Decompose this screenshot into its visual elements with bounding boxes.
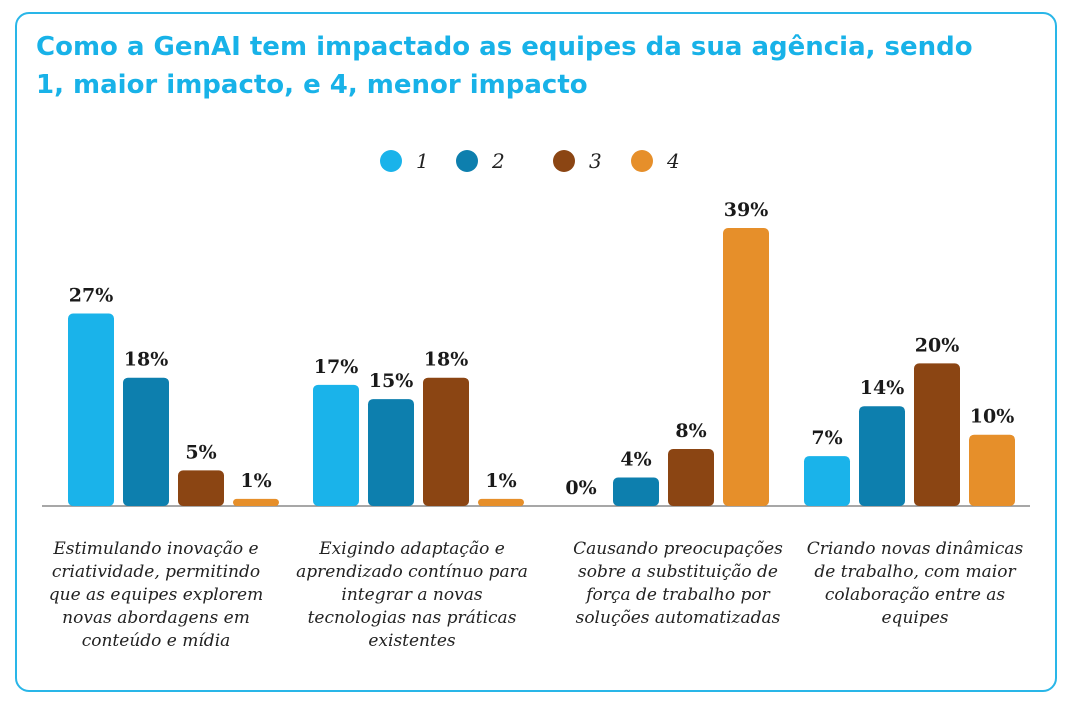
bar-series2-cat1 (123, 377, 169, 506)
bar-series2-cat4 (859, 406, 905, 506)
data-label-series4-cat4: 10% (970, 406, 1015, 428)
category-label-2: Exigindo adaptação e aprendizado contínu… (296, 539, 528, 651)
bar-series4-cat3 (723, 228, 769, 506)
bar-series3-cat2 (423, 377, 469, 506)
legend-label-1: 1 (416, 149, 429, 173)
legend-item-4: 4 (631, 146, 680, 176)
bar-series3-cat1 (178, 470, 224, 506)
bar-series4-cat1 (233, 498, 279, 506)
bar-series4-cat4 (969, 434, 1015, 506)
legend-item-2: 2 (456, 146, 505, 176)
legend-label-2: 2 (492, 149, 505, 173)
data-label-series2-cat2: 15% (369, 370, 414, 392)
bar-series4-cat2 (478, 498, 524, 506)
data-label-series1-cat1: 27% (69, 285, 114, 307)
bar-series1-cat4 (804, 456, 850, 506)
bar-series1-cat1 (68, 313, 114, 506)
data-label-series3-cat1: 5% (185, 441, 216, 463)
chart-card (15, 12, 1057, 692)
category-label-3: Causando preocupações sobre a substituiç… (573, 539, 783, 628)
data-label-series3-cat4: 20% (915, 334, 960, 356)
bar-series2-cat3 (613, 477, 659, 506)
data-label-series4-cat2: 1% (485, 470, 516, 492)
data-label-series4-cat3: 39% (724, 199, 769, 221)
data-label-series1-cat2: 17% (314, 356, 359, 378)
legend-swatch-3 (553, 150, 575, 172)
data-label-series2-cat3: 4% (620, 448, 651, 470)
data-label-series1-cat4: 7% (811, 427, 842, 449)
legend-label-3: 3 (589, 149, 602, 173)
legend-label-4: 4 (667, 149, 680, 173)
bar-series1-cat2 (313, 384, 359, 506)
legend: 1 2 3 4 (0, 146, 1080, 176)
legend-swatch-2 (456, 150, 478, 172)
category-label-4: Criando novas dinâmicas de trabalho, com… (806, 539, 1024, 628)
chart-title: Como a GenAI tem impactado as equipes da… (36, 32, 973, 100)
data-label-series2-cat1: 18% (124, 349, 169, 371)
legend-swatch-1 (380, 150, 402, 172)
data-label-series1-cat3: 0% (565, 477, 596, 499)
data-label-series3-cat2: 18% (424, 349, 469, 371)
legend-swatch-4 (631, 150, 653, 172)
bar-series3-cat4 (914, 363, 960, 506)
data-label-series2-cat4: 14% (860, 377, 905, 399)
data-label-series3-cat3: 8% (675, 420, 706, 442)
legend-item-3: 3 (553, 146, 602, 176)
data-label-series4-cat1: 1% (240, 470, 271, 492)
bar-series3-cat3 (668, 448, 714, 506)
legend-item-1: 1 (380, 146, 429, 176)
category-label-1: Estimulando inovação e criatividade, per… (48, 539, 264, 651)
bar-series2-cat2 (368, 399, 414, 506)
